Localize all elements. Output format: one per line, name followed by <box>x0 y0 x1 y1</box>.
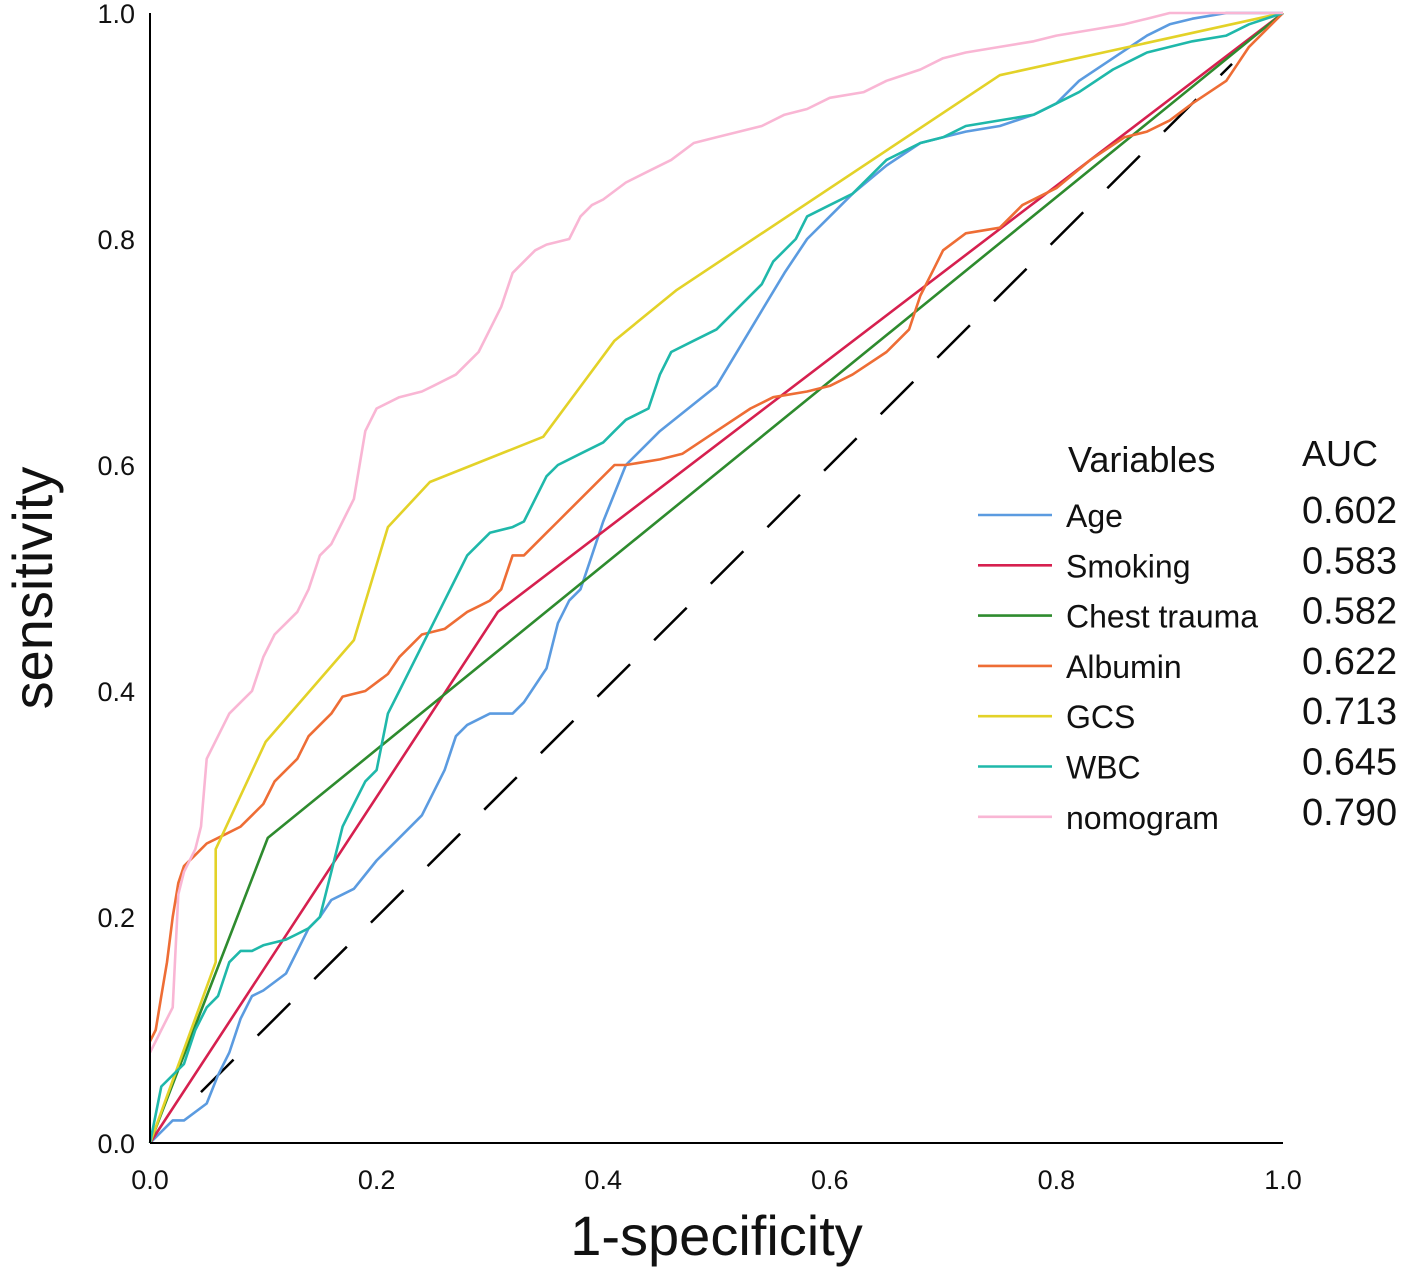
x-tick-label: 1.0 <box>1264 1165 1302 1195</box>
reference-line-layer <box>200 62 1233 1094</box>
y-tick-label: 0.2 <box>97 903 135 933</box>
x-axis-title: 1-specificity <box>570 1204 863 1267</box>
auc-header: AUC <box>1302 433 1378 474</box>
x-tick-label: 0.8 <box>1038 1165 1076 1195</box>
legend-auc-value: 0.583 <box>1302 540 1397 582</box>
series-line-albumin <box>148 12 1284 1042</box>
legend-auc-value: 0.582 <box>1302 591 1397 633</box>
legend-label: WBC <box>1066 750 1141 786</box>
x-tick-label: 0.6 <box>811 1165 849 1195</box>
series-layer <box>148 11 1284 1144</box>
legend-auc-value: 0.622 <box>1302 641 1397 683</box>
x-tick-label: 0.4 <box>584 1165 622 1195</box>
y-axis-title: sensitivity <box>1 467 64 710</box>
legend: Variables AUC Age 0.602 Smoking 0.583 Chest … <box>978 433 1397 836</box>
y-tick-label: 0.4 <box>97 677 135 707</box>
series-line-wbc <box>148 11 1284 1144</box>
series-line-age <box>149 11 1283 1144</box>
legend-auc-value: 0.645 <box>1302 742 1397 784</box>
y-tick-label: 0.8 <box>97 225 135 255</box>
legend-label: Albumin <box>1066 649 1182 685</box>
series-line-gcs <box>148 11 1284 1144</box>
y-tick-label: 0.0 <box>97 1129 135 1159</box>
x-tick-label: 0.2 <box>358 1165 396 1195</box>
legend-label: Smoking <box>1066 548 1191 584</box>
reference-diagonal-line <box>200 62 1233 1094</box>
legend-label: Chest trauma <box>1066 599 1258 635</box>
tick-layer: 0.0 0.2 0.4 0.6 0.8 1.0 0.0 0.2 0.4 0.6 0.8 1.0 <box>97 0 1301 1195</box>
y-tick-label: 0.6 <box>97 451 135 481</box>
series-line-nomogram <box>148 11 1283 1054</box>
series-line-smoking <box>148 11 1284 1144</box>
legend-label: GCS <box>1066 699 1135 735</box>
y-tick-label: 1.0 <box>97 0 135 29</box>
x-tick-label: 0.0 <box>131 1165 169 1195</box>
legend-auc-value: 0.713 <box>1302 691 1397 733</box>
legend-label: Age <box>1066 498 1123 534</box>
legend-auc-value: 0.790 <box>1302 792 1397 834</box>
legend-auc-value: 0.602 <box>1302 490 1397 532</box>
axis-layer <box>149 13 1283 1144</box>
series-line-chest-trauma <box>148 11 1284 1144</box>
legend-title: Variables <box>1068 439 1215 480</box>
legend-label: nomogram <box>1066 800 1219 836</box>
